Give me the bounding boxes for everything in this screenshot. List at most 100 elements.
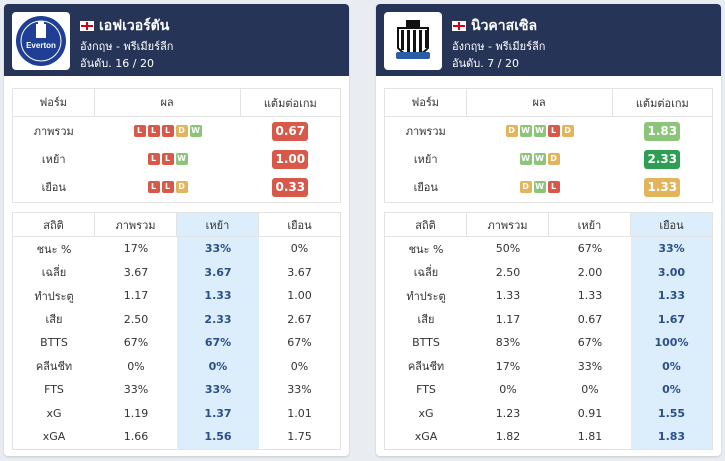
result-badge[interactable]: D [547, 153, 560, 165]
ppg-badge: 1.33 [644, 177, 681, 197]
result-badge[interactable]: L [161, 125, 174, 137]
stat-value: 1.23 [495, 406, 521, 420]
stats-header-cell[interactable]: ภาพรวม [467, 213, 549, 236]
stat-label: เฉลี่ย [413, 266, 439, 280]
stat-value: 1.66 [123, 430, 149, 444]
stat-value: 33% [177, 237, 259, 261]
result-badge[interactable]: L [547, 181, 560, 193]
stats-header-cell[interactable]: เยือน [631, 213, 712, 236]
england-flag-icon [452, 21, 466, 31]
form-table: ฟอร์ม ผล แต้มต่อเกม ภาพรวม D W W L D 1.83 เหย้า W W D… [384, 88, 713, 203]
stats-row: คลีนชีท 0% 0% 0% [13, 354, 340, 378]
form-header-cell: ฟอร์ม [13, 88, 95, 117]
stat-value: 2.50 [123, 312, 149, 326]
team-name-text[interactable]: เอฟเวอร์ตัน [99, 18, 170, 34]
stat-value: 1.67 [631, 307, 712, 331]
stat-value: 67% [123, 336, 149, 350]
stat-label: BTTS [412, 336, 440, 350]
ppg-cell: 1.83 [613, 121, 712, 141]
result-badge[interactable]: W [175, 153, 188, 165]
result-badge[interactable]: W [533, 125, 546, 137]
stats-row: FTS 0% 0% 0% [385, 378, 712, 402]
stats-header-cell[interactable]: เหย้า [549, 213, 631, 236]
stat-label: เสีย [417, 313, 435, 327]
team-header: Everton เอฟเวอร์ตันอังกฤษ - พรีเมียร์ลีกอ… [4, 4, 349, 76]
stat-value: 0% [127, 359, 145, 373]
result-badge[interactable]: W [519, 153, 532, 165]
stat-value: 1.56 [177, 425, 259, 449]
form-header-cell: ฟอร์ม [385, 88, 467, 117]
team-name-text[interactable]: นิวคาสเซิล [471, 18, 538, 34]
result-badge[interactable]: D [561, 125, 574, 137]
stat-label: คลีนชีท [407, 360, 445, 374]
stat-value: 2.50 [495, 265, 521, 279]
result-badge[interactable]: L [161, 153, 174, 165]
stats-header-cell[interactable]: เยือน [287, 218, 312, 232]
stat-value: 0% [631, 354, 712, 378]
stat-value: 1.17 [123, 289, 149, 303]
stat-value: 67% [577, 242, 603, 256]
stats-row: เฉลี่ย 3.67 3.67 3.67 [13, 260, 340, 284]
team-rank: อันดับ. 16 / 20 [80, 57, 154, 70]
result-badge[interactable]: D [519, 181, 532, 193]
result-badge[interactable]: L [147, 125, 160, 137]
stats-row: เสีย 2.50 2.33 2.67 [13, 307, 340, 331]
stats-row: BTTS 83% 67% 100% [385, 331, 712, 355]
stats-row: xG 1.23 0.91 1.55 [385, 401, 712, 425]
result-badge[interactable]: L [133, 125, 146, 137]
result-badge[interactable]: L [147, 153, 160, 165]
result-badge[interactable]: W [519, 125, 532, 137]
form-row: เหย้า W W D 2.33 [385, 145, 712, 173]
stat-value: 33% [123, 383, 149, 397]
form-header-cell: ผล [95, 88, 241, 117]
stat-value: 1.82 [495, 430, 521, 444]
stat-label: ชนะ % [408, 242, 444, 256]
stat-value: 67% [577, 336, 603, 350]
stat-value: 3.67 [177, 260, 259, 284]
league-name[interactable]: อังกฤษ - พรีเมียร์ลีก [452, 40, 546, 53]
stat-label: FTS [44, 383, 64, 397]
result-badge[interactable]: L [147, 181, 160, 193]
result-badge[interactable]: D [505, 125, 518, 137]
stat-value: 33% [177, 378, 259, 402]
stats-header-cell[interactable]: สถิติ [385, 213, 467, 236]
stat-label: xGA [42, 430, 66, 444]
result-badge[interactable]: L [161, 181, 174, 193]
team-card-everton: Everton เอฟเวอร์ตันอังกฤษ - พรีเมียร์ลีกอ… [4, 4, 349, 456]
team-crest-icon: Everton [12, 12, 70, 70]
team-name[interactable]: นิวคาสเซิล [452, 15, 537, 37]
result-badge[interactable]: W [189, 125, 202, 137]
form-row-label: ภาพรวม [33, 125, 74, 138]
form-row: เยือน D W L 1.33 [385, 173, 712, 201]
result-badge[interactable]: L [547, 125, 560, 137]
result-badge[interactable]: D [175, 125, 188, 137]
stat-value: 17% [495, 359, 521, 373]
stat-value: 0% [290, 242, 309, 256]
stat-label: ทำประตู [406, 289, 446, 303]
stat-value: 2.33 [177, 307, 259, 331]
stat-value: 17% [123, 242, 149, 256]
result-badge[interactable]: W [533, 153, 546, 165]
result-badge[interactable]: D [175, 181, 188, 193]
result-badge[interactable]: W [533, 181, 546, 193]
stats-header-cell[interactable]: เหย้า [177, 213, 259, 236]
form-table: ฟอร์ม ผล แต้มต่อเกม ภาพรวม L L L D W 0.67 เหย้า L L W… [12, 88, 341, 203]
stats-row: FTS 33% 33% 33% [13, 378, 340, 402]
stats-row: คลีนชีท 17% 33% 0% [385, 354, 712, 378]
stat-value: 2.00 [577, 265, 603, 279]
stat-value: 1.33 [495, 289, 521, 303]
team-name[interactable]: เอฟเวอร์ตัน [80, 15, 169, 37]
form-row-label: เยือน [41, 181, 66, 194]
stats-table-header: สถิติ ภาพรวม เหย้า เยือน [13, 213, 340, 237]
stat-value: 0% [177, 354, 259, 378]
stat-value: 1.33 [577, 289, 603, 303]
stats-header-cell[interactable]: สถิติ [13, 213, 95, 236]
form-row: ภาพรวม L L L D W 0.67 [13, 117, 340, 145]
stat-label: BTTS [40, 336, 68, 350]
form-table-header: ฟอร์ม ผล แต้มต่อเกม [385, 88, 712, 117]
league-name[interactable]: อังกฤษ - พรีเมียร์ลีก [80, 40, 174, 53]
team-crest-icon [384, 12, 442, 70]
stat-value: 1.75 [287, 430, 312, 444]
stats-header-cell[interactable]: ภาพรวม [95, 213, 177, 236]
